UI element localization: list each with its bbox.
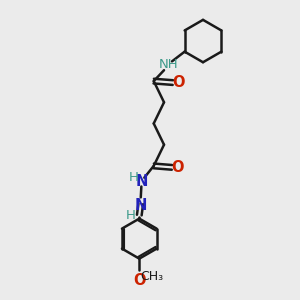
Text: NH: NH <box>159 58 178 71</box>
Text: O: O <box>133 273 146 288</box>
Text: H: H <box>126 208 136 222</box>
Text: H: H <box>129 171 139 184</box>
Text: N: N <box>135 198 147 213</box>
Text: O: O <box>171 160 184 175</box>
Text: N: N <box>135 174 148 189</box>
Text: CH₃: CH₃ <box>140 270 163 284</box>
Text: O: O <box>172 75 184 90</box>
